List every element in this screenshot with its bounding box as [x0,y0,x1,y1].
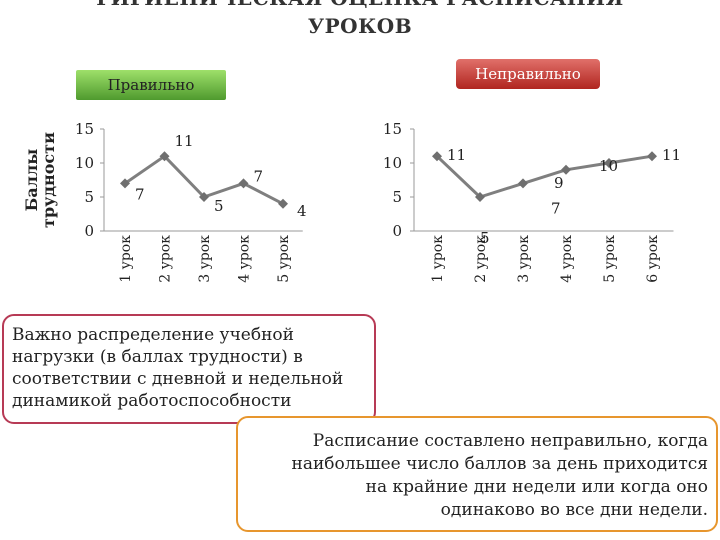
x-category-label: 4 урок [237,235,253,283]
x-category-label: 6 урок [645,235,661,283]
data-label: 5 [214,197,224,215]
y-tick-label: 0 [84,222,94,240]
data-label: 10 [599,157,618,175]
note-workload-line: нагрузки (в баллах трудности) в [12,347,303,367]
note-incorrect-text: Расписание составлено неправильно, когда… [248,430,709,522]
data-point-marker [647,151,657,162]
x-category-label: 4 урок [559,235,575,283]
note-box-incorrect-schedule: Расписание составлено неправильно, когда… [236,416,718,532]
y-tick-label: 10 [383,154,402,172]
data-label: 7 [551,199,561,217]
data-label: 11 [662,146,681,164]
y-tick-label: 0 [392,222,402,240]
x-category-label: 2 урок [158,235,174,283]
incorrect-badge: Неправильно [456,59,600,89]
note-workload-text: Важно распределение учебной нагрузки (в … [12,324,343,412]
x-category-label: 3 урок [197,235,213,283]
data-point-marker [120,178,130,189]
x-category-label: 1 урок [430,235,446,283]
series-line [435,154,653,199]
note-incorrect-line: одинаково во все дни недели. [440,500,708,520]
note-workload-line: Важно распределение учебной [12,325,294,345]
x-category-label: 5 урок [276,235,292,283]
data-point-marker [159,151,170,162]
data-point-marker [518,178,528,189]
note-box-workload: Важно распределение учебной нагрузки (в … [2,314,376,424]
data-point-marker [238,178,249,189]
data-point-marker [561,164,571,175]
note-incorrect-line: на крайние дни недели или когда оно [365,477,708,497]
note-incorrect-line: Расписание составлено неправильно, когда [312,431,708,451]
y-tick-label: 5 [392,188,402,206]
data-label: 11 [175,132,194,150]
page-title-line1: ГИГИЕНИЧЕСКАЯ ОЦЕНКА РАСПИСАНИЯ [0,0,720,11]
y-tick-label: 10 [75,154,94,172]
note-workload-line: соответствии с дневной и недельной [12,369,344,389]
x-category-label: 3 урок [516,235,532,283]
data-label: 7 [254,167,264,185]
data-point-marker [432,151,442,162]
correct-badge: Правильно [76,70,226,100]
data-label: 9 [554,174,564,192]
note-workload-line: динамикой работоспособности [12,391,292,411]
data-point-marker [278,198,288,209]
data-point-marker [199,192,209,202]
data-label: 11 [447,146,466,164]
y-tick-label: 15 [75,120,94,138]
data-point-marker [604,158,614,168]
y-tick-label: 15 [383,120,402,138]
x-category-label: 1 урок [118,235,134,283]
y-tick-label: 5 [84,188,94,206]
note-incorrect-line: наибольшее число баллов за день приходит… [291,454,709,474]
data-point-marker [475,192,485,202]
data-label: 4 [297,202,307,220]
data-label: 5 [480,229,490,247]
x-category-label: 2 урок [473,235,489,283]
page-title-line2: УРОКОВ [307,14,413,38]
x-category-label: 5 урок [602,235,618,283]
data-label: 7 [135,185,145,203]
